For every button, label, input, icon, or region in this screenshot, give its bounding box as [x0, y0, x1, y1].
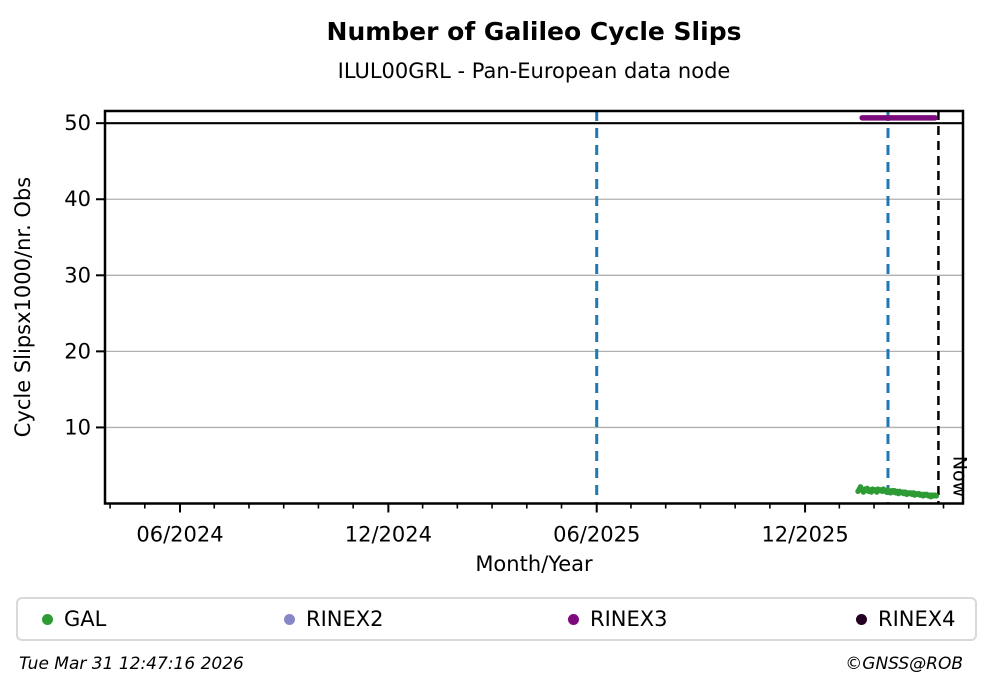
- rinex2-marker-icon: [284, 613, 295, 625]
- x-tick-label: 12/2024: [345, 523, 432, 547]
- x-axis-label: Month/Year: [475, 552, 593, 576]
- legend-label-gal: GAL: [64, 607, 107, 631]
- legend-label-rinex3: RINEX3: [590, 607, 668, 631]
- legend-item-rinex3: RINEX3: [568, 599, 668, 639]
- copyright: ©GNSS@ROB: [845, 654, 963, 674]
- legend-label-rinex2: RINEX2: [306, 607, 384, 631]
- x-tick-label: 06/2025: [553, 523, 640, 547]
- timestamp: Tue Mar 31 12:47:16 2026: [19, 654, 244, 674]
- legend: GAL RINEX2 RINEX3 RINEX4: [16, 597, 977, 641]
- y-tick-label: 50: [64, 111, 91, 135]
- y-axis-label: Cycle Slipsx1000/nr. Obs: [11, 177, 35, 437]
- x-tick-label: 12/2025: [761, 523, 848, 547]
- legend-item-rinex2: RINEX2: [284, 599, 384, 639]
- plot-border: [103, 109, 965, 505]
- legend-label-rinex4: RINEX4: [878, 607, 956, 631]
- legend-item-rinex4: RINEX4: [856, 599, 956, 639]
- chart-title: Number of Galileo Cycle Slips: [326, 17, 742, 46]
- y-tick-label: 10: [64, 415, 91, 439]
- y-tick-label: 30: [64, 263, 91, 287]
- series-GAL-point: [933, 493, 940, 499]
- gal-marker-icon: [42, 613, 53, 625]
- legend-item-gal: GAL: [42, 599, 106, 639]
- chart-plot-area: 10 20 30 40 50 06/2024 12/2024 06/2025 12/2025 No…: [11, 109, 970, 547]
- x-tick-label: 06/2024: [136, 523, 223, 547]
- y-tick-label: 40: [64, 187, 91, 211]
- rinex3-marker-icon: [568, 613, 579, 625]
- rinex4-marker-icon: [856, 613, 867, 625]
- chart-subtitle: ILUL00GRL - Pan-European data node: [337, 59, 731, 83]
- y-tick-label: 20: [64, 339, 91, 363]
- now-label: Now: [948, 456, 970, 497]
